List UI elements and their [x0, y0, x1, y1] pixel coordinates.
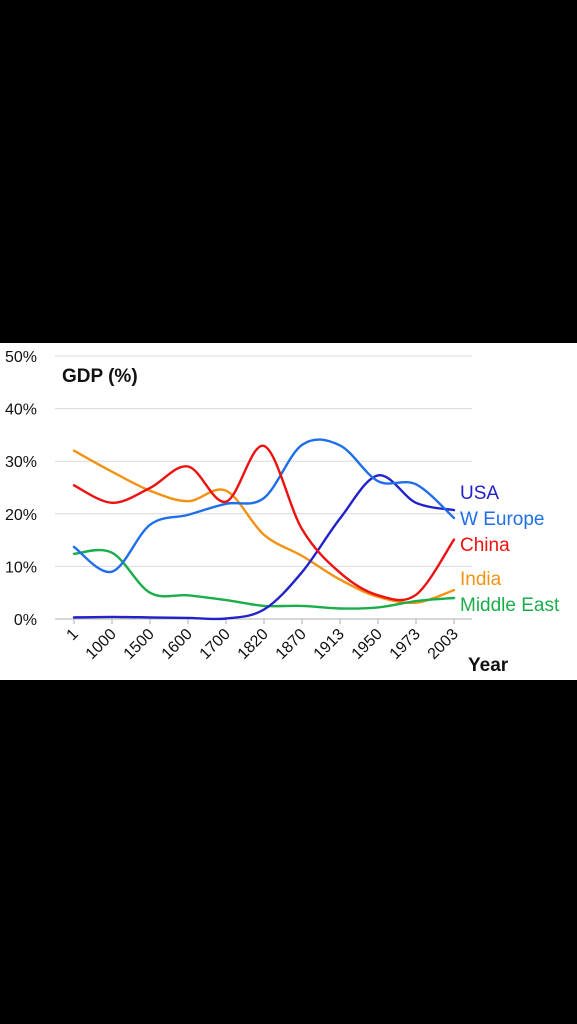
x-tick-label: 1600 — [159, 626, 196, 663]
y-tick-labels: 0% 10% 20% 30% 40% 50% — [5, 349, 37, 629]
y-tick-label: 20% — [5, 507, 37, 524]
gdp-line-chart: 0%10%20%30%40%50% 1 1000 1500 1600 1700 1820 1… — [5, 349, 560, 676]
x-tick-label: 2003 — [425, 626, 462, 663]
x-tick-label: 1913 — [311, 626, 348, 663]
series-label-middle-east: Middle East — [460, 595, 560, 616]
x-axis-title: Year — [468, 655, 509, 676]
y-tick-label: 30% — [5, 454, 37, 471]
series-line-usa — [72, 474, 456, 621]
series-lines — [72, 438, 456, 621]
x-tick-label: 1700 — [197, 626, 234, 663]
x-tick-labels: 1 1000 1500 1600 1700 1820 1870 1913 1950 1973 200… — [64, 619, 462, 663]
series-label-india: India — [460, 569, 502, 590]
x-tick-label: 1950 — [349, 626, 386, 663]
series-line-china — [72, 444, 456, 602]
series-line-w-europe — [72, 438, 456, 574]
chart-panel: 0% 10% 20% 30% 40% 50% 1 1000 1500 1600 1700 1820 1… — [0, 343, 577, 680]
chart-title: GDP (%) — [62, 366, 138, 387]
x-tick-label: 1870 — [273, 626, 310, 663]
series-line-india — [72, 449, 456, 605]
x-tick-label: 1 — [64, 626, 82, 644]
x-tick-label: 1973 — [387, 626, 424, 663]
series-label-w-europe: W Europe — [460, 509, 544, 530]
y-tick-label: 10% — [5, 559, 37, 576]
x-tick-label: 1000 — [83, 626, 120, 663]
series-label-usa: USA — [460, 483, 499, 504]
series-label-china: China — [460, 535, 510, 556]
series-labels: USA W Europe China India Middle East — [460, 483, 560, 616]
x-tick-label: 1820 — [235, 626, 272, 663]
y-tick-label: 40% — [5, 402, 37, 419]
grid-lines — [55, 355, 472, 567]
y-tick-label: 50% — [5, 349, 37, 366]
x-tick-label: 1500 — [121, 626, 158, 663]
series-line-middle-east — [72, 548, 456, 610]
y-tick-label: 0% — [14, 612, 37, 629]
